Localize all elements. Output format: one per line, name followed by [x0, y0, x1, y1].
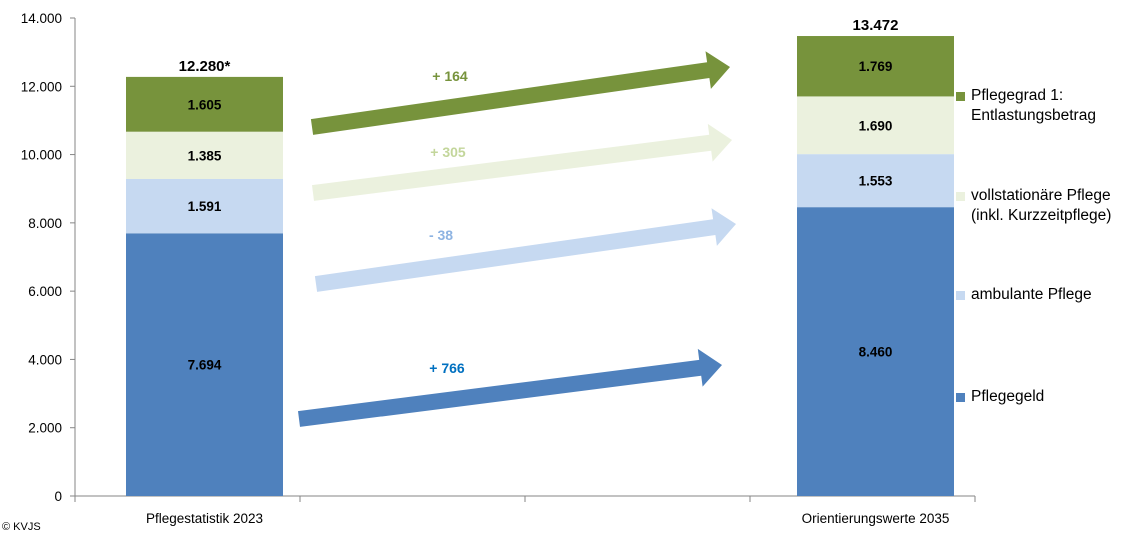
legend-item-pflegegeld: Pflegegeld: [956, 387, 1044, 407]
x-category-label: Pflegestatistik 2023: [146, 511, 263, 526]
bar-value-label: 1.553: [859, 174, 893, 189]
change-arrow: [314, 208, 736, 292]
legend-swatch: [956, 92, 965, 101]
legend-label: Pflegegrad 1: Entlastungsbetrag: [971, 87, 1096, 124]
legend-swatch: [956, 192, 965, 201]
change-arrow-label: - 38: [429, 227, 453, 243]
legend-item-pflegegrad-1: Pflegegrad 1: Entlastungsbetrag: [956, 86, 1096, 126]
bar-segment: [126, 178, 283, 234]
change-arrow: [310, 51, 730, 135]
legend-item-vollstationaere-pflege: vollstationäre Pflege (inkl. Kurzzeitpfl…: [956, 186, 1111, 226]
bar-value-label: 1.605: [188, 97, 222, 112]
y-tick-label: 10.000: [21, 148, 62, 163]
change-arrow-label: + 305: [430, 144, 466, 160]
change-arrow-label: + 164: [432, 68, 468, 84]
bar-value-label: 1.385: [188, 148, 222, 163]
change-arrow: [312, 123, 732, 201]
bar-value-label: 7.694: [188, 358, 222, 373]
y-tick-label: 0: [54, 489, 62, 504]
copyright-credit: © KVJS: [2, 521, 41, 533]
legend-swatch: [956, 393, 965, 402]
y-tick-label: 6.000: [28, 284, 62, 299]
change-arrow-label: + 766: [429, 360, 465, 376]
y-tick-label: 4.000: [28, 352, 62, 367]
bar-value-label: 8.460: [859, 345, 893, 360]
legend-swatch: [956, 291, 965, 300]
bar-total-label: 13.472: [853, 17, 899, 34]
bar-segment: [126, 233, 283, 496]
bar-segment: [797, 36, 954, 97]
bar-value-label: 1.591: [188, 199, 222, 214]
legend-label: vollstationäre Pflege (inkl. Kurzzeitpfl…: [971, 187, 1112, 224]
legend-label: Pflegegeld: [971, 388, 1045, 405]
bar-total-label: 12.280*: [179, 58, 231, 75]
y-tick-label: 8.000: [28, 216, 62, 231]
bar-segment: [126, 131, 283, 179]
bar-segment: [797, 96, 954, 155]
bar-segment: [126, 76, 283, 132]
bar-value-label: 1.769: [859, 59, 893, 74]
chart-legend: Pflegegrad 1: Entlastungsbetrag vollstat…: [956, 0, 1146, 538]
y-tick-label: 12.000: [21, 79, 62, 94]
y-tick-label: 2.000: [28, 421, 62, 436]
legend-label: ambulante Pflege: [971, 286, 1092, 303]
change-arrow: [298, 348, 722, 427]
x-category-label: Orientierungswerte 2035: [802, 511, 950, 526]
bar-segment: [797, 154, 954, 208]
legend-item-ambulante-pflege: ambulante Pflege: [956, 285, 1092, 305]
bar-value-label: 1.690: [859, 118, 893, 133]
bar-segment: [797, 207, 954, 496]
y-tick-label: 14.000: [21, 11, 62, 26]
